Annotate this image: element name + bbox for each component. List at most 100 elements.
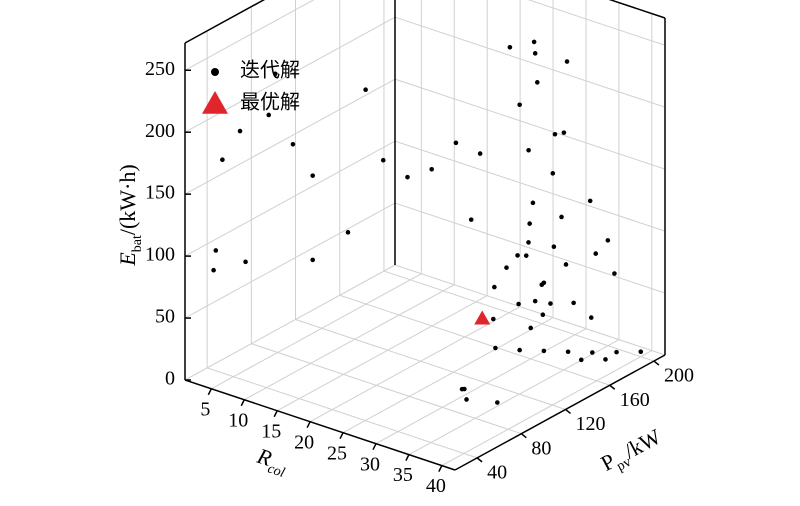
tick-mark (339, 432, 344, 440)
point (492, 284, 497, 290)
point (612, 271, 617, 276)
triangle-marker (202, 91, 228, 114)
y-tick-label: 160 (620, 389, 650, 411)
point (528, 325, 534, 331)
z-label-sub: bat (130, 235, 145, 252)
point (515, 253, 520, 258)
point (559, 214, 564, 220)
point (211, 68, 219, 76)
point (532, 298, 538, 304)
point (493, 345, 498, 351)
z-tick-label: 0 (165, 368, 175, 390)
point (363, 87, 368, 93)
point (534, 80, 540, 85)
z-tick-label: 250 (145, 58, 175, 80)
tick-mark (565, 408, 571, 415)
z-tick-label: 200 (145, 120, 175, 142)
point (211, 267, 216, 273)
y-label-sub: pv (614, 454, 633, 474)
x-tick-label: 20 (294, 431, 314, 453)
point (526, 240, 531, 245)
tick-mark (476, 457, 483, 463)
axis-line (184, 0, 266, 44)
point (243, 259, 248, 265)
grid-line (383, 270, 655, 362)
point (468, 217, 474, 222)
z-label-main: E (115, 252, 140, 267)
grid-line (211, 273, 422, 390)
point (266, 112, 272, 118)
grid-line (244, 284, 455, 401)
point (563, 262, 569, 267)
point (564, 59, 570, 64)
grid-line (184, 264, 396, 381)
marks (211, 39, 644, 405)
grid-line (184, 78, 396, 195)
point (517, 347, 522, 353)
tick-mark (520, 433, 527, 439)
grid-line (441, 350, 653, 467)
axis-line (608, 0, 666, 19)
point (541, 348, 547, 354)
point (614, 349, 619, 355)
point (527, 221, 532, 226)
point (310, 173, 316, 178)
point (310, 257, 316, 263)
axis-line (184, 379, 456, 471)
grid-line (276, 295, 488, 412)
x-tick-label: 40 (426, 475, 446, 497)
point (561, 130, 567, 135)
z-axis-label: Ebat/(kW·h) (115, 164, 145, 266)
z-tick-label: 100 (145, 244, 175, 266)
grid-line (184, 140, 396, 257)
x-tick-label: 5 (200, 398, 210, 420)
y-tick-label: 40 (487, 461, 507, 483)
x-tick-label: 30 (360, 453, 380, 475)
grid-line (527, 0, 666, 46)
grid-line (394, 16, 666, 108)
grid-line (339, 294, 610, 386)
grid-line (408, 339, 620, 456)
y-tick-label: 200 (664, 365, 694, 387)
x-axis-label: Rcol (252, 443, 291, 481)
point (345, 230, 351, 235)
point (523, 253, 529, 258)
z-label-unit: /(kW·h) (115, 164, 140, 235)
point (552, 131, 558, 137)
point (491, 316, 496, 322)
point (590, 350, 595, 355)
y-axis-label: Ppv/kW (597, 424, 668, 480)
x-tick-label: 35 (393, 464, 413, 486)
grid-line (184, 202, 396, 319)
z-tick-label: 50 (155, 306, 175, 328)
x-tick-label: 10 (228, 409, 248, 431)
point (531, 39, 537, 45)
x-tick-label: 15 (261, 420, 281, 442)
grid-line (309, 306, 521, 423)
z-tick-label: 150 (145, 182, 175, 204)
axis-line (454, 354, 666, 471)
grid-line (394, 264, 666, 356)
x-label-sub: col (266, 461, 287, 481)
grid-line (251, 343, 522, 435)
grid-line (394, 202, 666, 294)
tick-mark (207, 388, 213, 396)
point (517, 102, 522, 108)
tick-mark (240, 399, 245, 407)
point (380, 157, 386, 163)
point (548, 301, 553, 306)
tick-mark (609, 384, 616, 390)
grid-line (375, 328, 587, 445)
tick-mark (653, 360, 660, 366)
y-tick-label: 120 (576, 413, 606, 435)
point (605, 238, 611, 243)
point (603, 357, 608, 362)
point (459, 386, 465, 392)
point (588, 315, 594, 320)
point (540, 312, 546, 318)
tick-mark (273, 410, 278, 418)
point (477, 151, 483, 156)
point (516, 301, 521, 307)
